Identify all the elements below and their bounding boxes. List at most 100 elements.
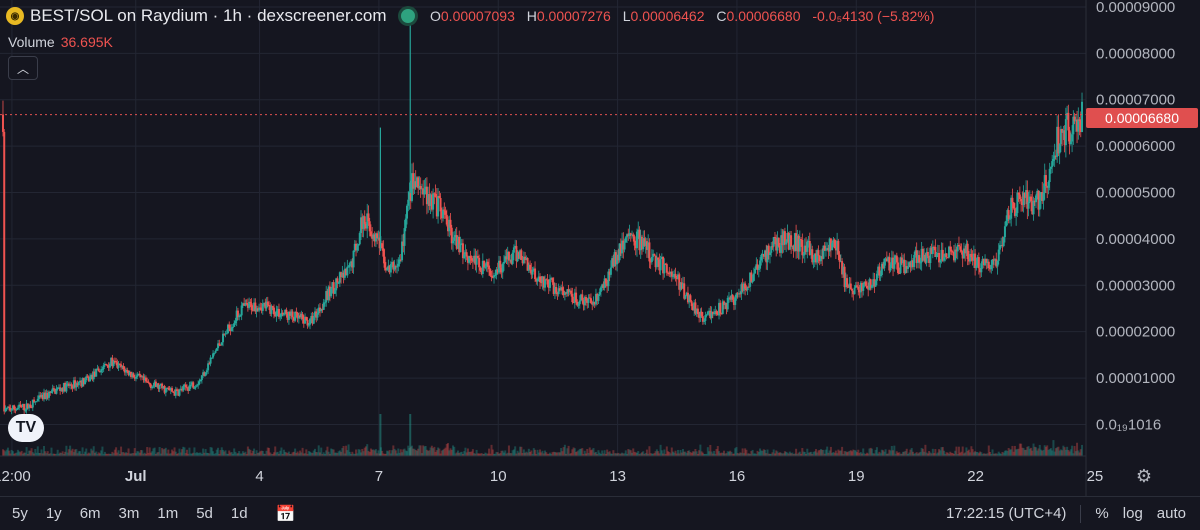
volume-bar — [179, 452, 182, 456]
volume-bar — [880, 449, 883, 456]
candle-body — [338, 272, 341, 283]
x-tick-label: 22 — [967, 468, 984, 485]
candle-body — [950, 249, 953, 252]
candle-body — [430, 194, 433, 210]
volume-bar — [967, 449, 970, 456]
candle-body — [811, 249, 814, 263]
candle-body — [795, 233, 798, 251]
price-chart[interactable]: 0.000090000.000080000.000070000.00006000… — [0, 0, 1200, 496]
volume-bar — [15, 452, 18, 456]
volume-bar — [389, 453, 392, 456]
log-scale-toggle[interactable]: log — [1122, 505, 1143, 522]
candle-body — [531, 270, 534, 275]
candle-body — [532, 268, 535, 271]
candle-body — [204, 372, 207, 376]
candle-body — [622, 240, 625, 250]
candle-body — [224, 333, 227, 335]
volume-bar — [996, 453, 999, 456]
volume-bar — [123, 453, 126, 456]
volume-bar — [292, 451, 295, 456]
range-1d-button[interactable]: 1d — [230, 505, 248, 522]
candle-body — [734, 297, 737, 305]
volume-bar — [771, 452, 774, 456]
candle-body — [865, 285, 868, 289]
volume-bar — [106, 453, 109, 456]
clock-time[interactable]: 17:22:15 (UTC+4) — [945, 505, 1067, 522]
candle-body — [291, 311, 294, 318]
candle-body — [1012, 202, 1015, 209]
candle-body — [382, 248, 385, 257]
range-6m-button[interactable]: 6m — [79, 505, 101, 522]
range-1m-button[interactable]: 1m — [157, 505, 179, 522]
candle-body — [854, 285, 857, 288]
volume-bar — [670, 447, 673, 456]
collapse-legend-button[interactable]: ︿ — [8, 56, 38, 80]
candle-body — [507, 251, 510, 261]
range-1y-button[interactable]: 1y — [45, 505, 62, 522]
candle-body — [223, 333, 226, 335]
candle-body — [540, 282, 543, 284]
volume-bar — [418, 445, 421, 456]
candle-body — [103, 364, 106, 366]
candle-body — [581, 294, 584, 301]
tradingview-logo-icon[interactable]: TV — [8, 414, 44, 442]
candle-body — [134, 376, 137, 379]
volume-bar — [357, 449, 360, 456]
volume-bar — [231, 453, 234, 456]
candle-body — [522, 256, 525, 264]
candle-body — [894, 255, 897, 259]
candle-body — [1068, 130, 1071, 145]
auto-scale-toggle[interactable]: auto — [1156, 505, 1186, 522]
candle-body — [97, 368, 100, 372]
volume-bar — [318, 452, 321, 456]
candle-body — [1003, 226, 1006, 238]
volume-bar — [672, 451, 675, 456]
range-5d-button[interactable]: 5d — [196, 505, 213, 522]
candle-body — [259, 307, 262, 309]
volume-bar — [994, 453, 997, 456]
candle-body — [648, 242, 651, 262]
volume-bar — [826, 446, 829, 456]
symbol-title[interactable]: BEST/SOL on Raydium · 1h · dexscreener.c… — [30, 6, 387, 25]
volume-bar — [1032, 443, 1035, 456]
candle-body — [587, 297, 590, 303]
volume-bar — [263, 453, 266, 456]
candle-body — [284, 309, 287, 315]
range-5y-button[interactable]: 5y — [12, 505, 28, 522]
volume-bar — [827, 452, 830, 456]
volume-bar — [746, 453, 749, 456]
volume-bar — [695, 451, 698, 456]
candle-body — [281, 312, 284, 315]
candle-body — [808, 240, 811, 255]
candle-body — [741, 284, 744, 291]
volume-bar — [444, 447, 447, 456]
candle-body — [36, 398, 39, 402]
volume-bar — [134, 453, 137, 456]
candle-body — [187, 387, 190, 391]
candle-body — [46, 393, 49, 398]
candle-body — [863, 281, 866, 285]
volume-bar — [490, 444, 493, 456]
percent-scale-toggle[interactable]: % — [1095, 505, 1109, 522]
range-3m-button[interactable]: 3m — [118, 505, 140, 522]
candle-body — [59, 387, 62, 391]
volume-bar — [745, 449, 748, 456]
calendar-goto-icon[interactable]: 📅 — [275, 505, 296, 523]
volume-bar — [296, 451, 299, 456]
candle-body — [396, 266, 399, 268]
volume-bar — [734, 448, 737, 456]
candle-body — [911, 260, 914, 267]
candle-body — [867, 288, 870, 290]
candle-body — [1062, 130, 1065, 133]
gear-icon[interactable]: ⚙ — [1135, 466, 1153, 486]
price-axis[interactable] — [1086, 0, 1200, 496]
volume-bar — [944, 453, 947, 456]
volume-bar — [560, 448, 563, 456]
candle-body — [137, 373, 140, 376]
volume-spike — [379, 414, 382, 456]
volume-bar — [586, 448, 589, 456]
time-axis[interactable] — [0, 456, 1086, 496]
volume-bar — [64, 451, 67, 456]
volume-bar — [703, 453, 706, 456]
candle-body — [662, 256, 665, 274]
